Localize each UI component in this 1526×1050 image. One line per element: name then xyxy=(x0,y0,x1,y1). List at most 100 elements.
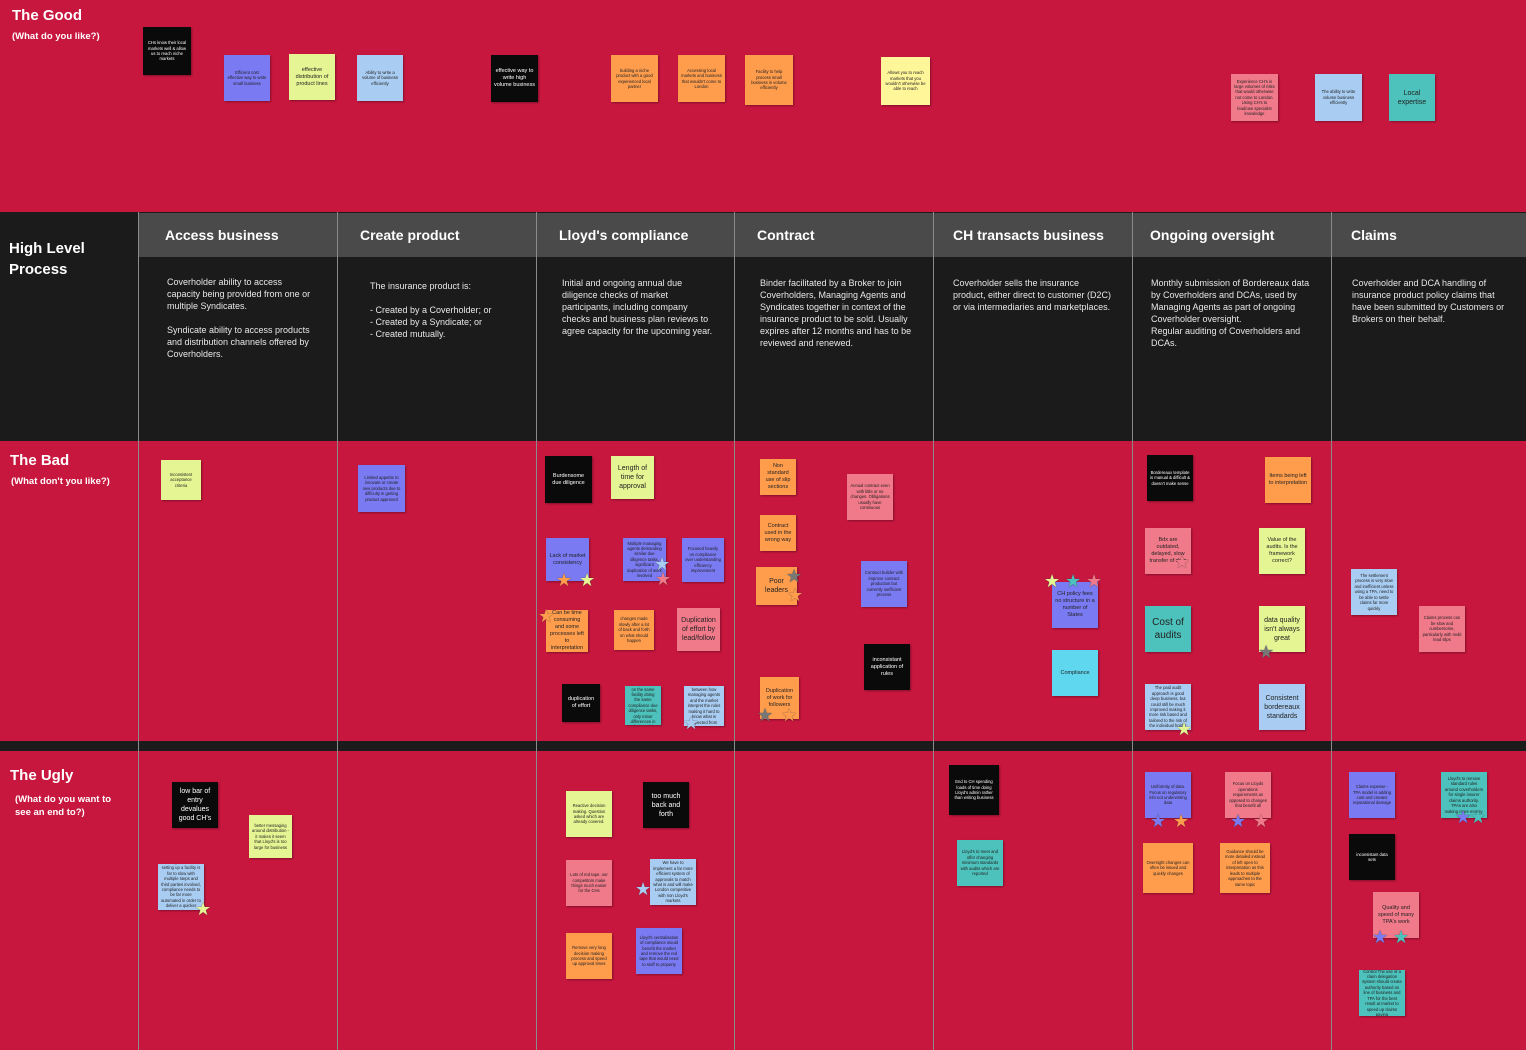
sticky-note[interactable]: Allows you to reach markets that you wou… xyxy=(881,57,930,105)
sticky-note[interactable]: Items being left to interpretation xyxy=(1265,457,1311,503)
sticky-note[interactable]: Oversight changes can often be issued an… xyxy=(1143,843,1193,893)
sticky-note[interactable]: The settlement process is very slow and … xyxy=(1351,569,1397,615)
sticky-note[interactable]: Reactive decision making. Question asked… xyxy=(566,791,612,837)
sticky-note[interactable]: The process of setting up a facility is … xyxy=(158,864,204,910)
sticky-note[interactable]: Lloyd's to remove standard rules around … xyxy=(1441,772,1487,818)
sticky-note[interactable]: Bordereaux template is manual & difficul… xyxy=(1147,455,1193,501)
column-header-lloyds-compliance: Lloyd's compliance xyxy=(537,213,734,257)
column-header-ongoing-oversight: Ongoing oversight xyxy=(1133,213,1331,257)
star-icon: ★ xyxy=(787,585,804,605)
sticky-note[interactable]: Uniformity of data. Focus on regulatory … xyxy=(1145,772,1191,818)
column-desc-contract: Binder facilitated by a Broker to join C… xyxy=(760,278,912,348)
sticky-note[interactable]: Accessing local markets and business tha… xyxy=(678,55,725,102)
star-icon: ★ xyxy=(1044,571,1061,591)
star-icon: ★ xyxy=(757,705,774,725)
sticky-note[interactable]: Poor leaders xyxy=(756,567,797,605)
sticky-note[interactable]: Claims process can be slow and cumbersom… xyxy=(1419,606,1465,652)
sticky-note[interactable]: Contract builder with improve contract p… xyxy=(861,561,907,607)
column-divider xyxy=(933,212,934,1050)
sticky-note[interactable]: Burdensome due diligence xyxy=(545,456,592,503)
column-divider xyxy=(734,212,735,1050)
sticky-note[interactable]: Cost of audits xyxy=(1145,606,1191,652)
star-icon: ★ xyxy=(1174,552,1191,572)
column-desc-access-business: Coverholder ability to access capacity b… xyxy=(167,277,311,359)
sticky-note[interactable]: low bar of entry devalues good CH's xyxy=(172,782,218,828)
star-icon: ★ xyxy=(683,713,700,733)
star-icon: ★ xyxy=(538,606,555,626)
sticky-note[interactable]: Bdx are outdated, delayed, slow transfer… xyxy=(1145,528,1191,574)
sticky-note[interactable]: Duplication of effort by lead/follow xyxy=(677,608,720,651)
sticky-note[interactable]: Duplication of work for followers xyxy=(760,677,799,719)
sticky-note[interactable]: too much back and forth xyxy=(643,782,689,828)
sticky-note[interactable]: The ability to write volume business eff… xyxy=(1315,74,1362,121)
sticky-note[interactable]: Non standard use of slip sections xyxy=(760,459,796,495)
sticky-note[interactable]: Quality and speed of many TPA's work xyxy=(1373,892,1419,938)
sticky-note[interactable]: Remove very long decision making process… xyxy=(566,933,612,979)
sticky-note[interactable]: Lloyd's to meet and offer changing minim… xyxy=(957,840,1003,886)
sticky-note[interactable]: CH policy fees no structure in a number … xyxy=(1052,582,1098,628)
sticky-note[interactable]: Wide variation between how managing agen… xyxy=(684,686,724,726)
sticky-note[interactable]: Ability to write a volume of business ef… xyxy=(357,55,403,101)
sticky-note[interactable]: Inconsistent acceptance criteria xyxy=(161,460,201,500)
star-icon: ★ xyxy=(195,899,212,919)
band-separator xyxy=(0,741,1526,751)
sticky-note[interactable]: building a niche product with a good exp… xyxy=(611,55,658,102)
sticky-note[interactable]: inconsistant application of rules xyxy=(864,644,910,690)
sticky-note[interactable]: Claims expense - TPA model is adding cos… xyxy=(1349,772,1395,818)
star-icon: ★ xyxy=(1173,811,1190,831)
sticky-note[interactable]: Compliance xyxy=(1052,650,1098,696)
sticky-note[interactable]: Lloyd's centralisation of compliance wou… xyxy=(636,928,682,974)
column-desc-lloyds-compliance: Initial and ongoing annual due diligence… xyxy=(562,278,713,336)
sticky-note[interactable]: effective way to write high volume busin… xyxy=(491,55,538,102)
sticky-note[interactable]: Contract used in the wrong way xyxy=(760,515,796,551)
sticky-note[interactable]: Local expertise xyxy=(1389,74,1435,121)
sticky-note[interactable]: data quality isn't always great xyxy=(1259,606,1305,652)
ugly-band xyxy=(0,751,1526,1050)
sticky-note[interactable]: We have to implement a far more efficien… xyxy=(650,859,696,905)
star-icon: ★ xyxy=(1150,811,1167,831)
sticky-note[interactable]: inconsistant data sets xyxy=(1349,834,1395,880)
sticky-note[interactable]: Limited appetite to innovate or create n… xyxy=(358,465,405,512)
star-icon: ★ xyxy=(655,569,672,589)
star-icon: ★ xyxy=(1455,807,1472,827)
sticky-note[interactable]: duplication of effort xyxy=(562,684,600,722)
row-subtitle-good: (What do you like?) xyxy=(12,31,100,42)
sticky-note[interactable]: Multiple managing agents demanding simil… xyxy=(623,538,666,581)
star-icon: ★ xyxy=(1253,811,1270,831)
row-title-good: The Good xyxy=(12,7,82,24)
sticky-note[interactable]: Length of time for approval xyxy=(611,456,654,499)
sticky-note[interactable]: Efficient cost effective way to write sm… xyxy=(224,55,270,101)
star-icon: ★ xyxy=(1372,927,1389,947)
sticky-note[interactable]: Consistent bordereaux standards xyxy=(1259,684,1305,730)
sticky-note[interactable]: Can be time consuming and some processes… xyxy=(546,610,588,652)
sticky-note[interactable]: Annual contract even with little or no c… xyxy=(847,474,893,520)
column-desc-claims: Coverholder and DCA handling of insuranc… xyxy=(1352,278,1505,324)
column-desc-ch-transacts: Coverholder sells the insurance product,… xyxy=(953,278,1112,312)
sticky-note[interactable]: End to CH spending loads of time doing L… xyxy=(949,765,999,815)
star-icon: ★ xyxy=(1258,642,1275,662)
sticky-note[interactable]: Lack of market consistency xyxy=(546,538,589,581)
sticky-note[interactable]: Value of the audits. Is the framework co… xyxy=(1259,528,1305,574)
sticky-note[interactable]: Focus on Lloyds operations requirements … xyxy=(1225,772,1271,818)
sticky-note[interactable]: Facility to help process small business … xyxy=(745,55,793,105)
sticky-note[interactable]: effective distribution of product lines xyxy=(289,54,335,100)
sticky-note[interactable]: Guidance should be more detailed instead… xyxy=(1220,843,1270,893)
column-divider xyxy=(536,212,537,1050)
sticky-note[interactable]: better messaging around distribution - i… xyxy=(249,815,292,858)
sticky-note[interactable]: Focused heavily on compliance over under… xyxy=(682,538,724,582)
star-icon: ★ xyxy=(635,879,652,899)
sticky-note[interactable]: Control The use of a claim delegation sy… xyxy=(1359,970,1405,1016)
column-header-claims: Claims xyxy=(1332,213,1526,257)
sticky-note[interactable]: CHs know their local markets well & allo… xyxy=(143,27,191,75)
column-desc-create-product: The insurance product is: - Created by a… xyxy=(370,281,492,339)
sticky-note[interactable]: Experience CH's in large volumes of risk… xyxy=(1231,74,1278,121)
sticky-note[interactable]: changes made slowly after a lot of back … xyxy=(614,610,654,650)
star-icon: ★ xyxy=(1393,927,1410,947)
column-header-access-business: Access business xyxy=(139,213,337,257)
row-title-bad: The Bad xyxy=(10,452,70,469)
sticky-note[interactable]: Each syndicate on the same facility doin… xyxy=(625,686,661,725)
row-title-ugly: The Ugly xyxy=(10,767,74,784)
sticky-note[interactable]: Lots of red tape, our competitors make t… xyxy=(566,860,612,906)
row-subtitle-bad: (What don't you like?) xyxy=(11,476,110,487)
sticky-note[interactable]: The paid audit approach is good deep bus… xyxy=(1145,684,1191,730)
